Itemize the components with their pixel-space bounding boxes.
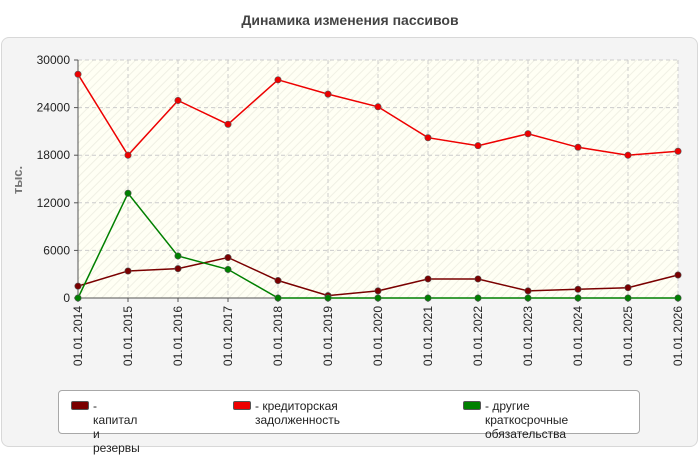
legend-label: - капитал и резервы: [93, 399, 140, 455]
legend-swatch: [233, 401, 251, 410]
data-point: [124, 267, 132, 275]
data-point: [374, 287, 382, 295]
data-point: [524, 294, 532, 302]
data-point: [574, 143, 582, 151]
chart-plot: 0 6000 12000 18000 24000 30000 01.01.2014 01.01…: [10, 53, 685, 366]
data-point: [324, 294, 332, 302]
legend-swatch: [71, 401, 89, 410]
data-point: [174, 252, 182, 260]
data-point: [174, 96, 182, 104]
chart-title: Динамика изменения пассивов: [241, 12, 459, 28]
x-tick-label: 01.01.2026: [671, 306, 685, 366]
x-tick-label: 01.01.2025: [621, 306, 635, 366]
data-point: [224, 254, 232, 262]
data-point: [274, 76, 282, 84]
x-tick-label: 01.01.2015: [121, 306, 135, 366]
y-tick-label: 0: [63, 291, 70, 305]
y-tick-label: 6000: [43, 243, 70, 257]
data-point: [124, 151, 132, 159]
data-point: [374, 103, 382, 111]
data-point: [74, 294, 82, 302]
data-point: [524, 287, 532, 295]
data-point: [74, 282, 82, 290]
legend-swatch: [463, 401, 481, 410]
data-point: [624, 294, 632, 302]
data-point: [474, 294, 482, 302]
y-tick-label: 18000: [37, 148, 71, 162]
data-point: [424, 275, 432, 283]
data-point: [224, 120, 232, 128]
data-point: [274, 294, 282, 302]
data-point: [674, 271, 682, 279]
data-point: [574, 285, 582, 293]
x-tick-label: 01.01.2022: [471, 306, 485, 366]
y-tick-label: 30000: [37, 53, 71, 67]
data-point: [474, 142, 482, 150]
legend-label: - другие краткосрочные обязательства: [485, 399, 569, 441]
legend-label: - кредиторская задолженность: [255, 399, 340, 427]
x-tick-label: 01.01.2023: [521, 306, 535, 366]
x-tick-label: 01.01.2016: [171, 306, 185, 366]
x-tick-label: 01.01.2014: [71, 306, 85, 366]
x-tick-label: 01.01.2021: [421, 306, 435, 366]
data-point: [324, 90, 332, 98]
x-tick-label: 01.01.2020: [371, 306, 385, 366]
legend: - капитал и резервы - кредиторская задолж…: [58, 390, 640, 455]
x-tick-label: 01.01.2017: [221, 306, 235, 366]
y-axis-label: тыс.: [10, 166, 25, 194]
data-point: [374, 294, 382, 302]
data-point: [274, 277, 282, 285]
data-point: [224, 265, 232, 273]
data-point: [424, 294, 432, 302]
y-tick-label: 24000: [37, 101, 71, 115]
data-point: [524, 130, 532, 138]
data-point: [474, 275, 482, 283]
y-tick-label: 12000: [37, 196, 71, 210]
data-point: [674, 147, 682, 155]
x-tick-label: 01.01.2024: [571, 306, 585, 366]
data-point: [624, 284, 632, 292]
data-point: [174, 265, 182, 273]
x-tick-label: 01.01.2019: [321, 306, 335, 366]
data-point: [424, 134, 432, 142]
data-point: [674, 294, 682, 302]
data-point: [74, 70, 82, 78]
data-point: [624, 151, 632, 159]
x-tick-label: 01.01.2018: [271, 306, 285, 366]
data-point: [574, 294, 582, 302]
data-point: [124, 189, 132, 197]
